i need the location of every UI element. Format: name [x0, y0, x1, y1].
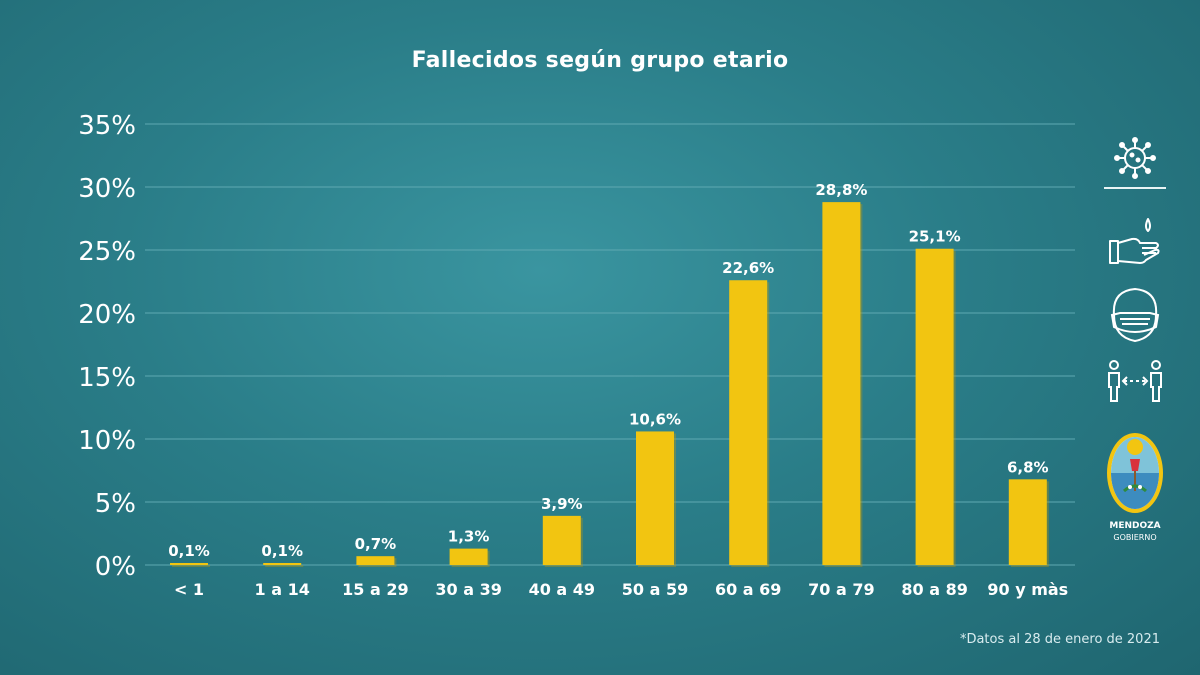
y-tick-label: 0%: [95, 552, 136, 582]
bar: [542, 515, 581, 565]
bar: [356, 556, 395, 565]
virus-icon: [1114, 137, 1156, 179]
face-mask-icon: [1110, 287, 1160, 343]
sidebar-divider: [1104, 187, 1166, 189]
y-tick-label: 5%: [95, 489, 136, 519]
y-tick-label: 35%: [78, 111, 136, 141]
x-tick-label: 1 a 14: [255, 580, 310, 599]
footnote: *Datos al 28 de enero de 2021: [959, 632, 1160, 647]
y-tick-label: 30%: [78, 174, 136, 204]
bar: [915, 248, 954, 566]
bar-value-label: 0,7%: [355, 535, 397, 553]
bar-value-label: 10,6%: [629, 410, 681, 428]
bar: [822, 202, 861, 565]
bar: [263, 563, 302, 565]
x-tick-label: 70 a 79: [808, 580, 874, 599]
x-tick-label: 60 a 69: [715, 580, 781, 599]
x-tick-label: 15 a 29: [342, 580, 408, 599]
x-tick-label: 80 a 89: [901, 580, 967, 599]
social-distance-icon: [1108, 360, 1162, 402]
x-tick-label: 90 y màs: [987, 580, 1068, 599]
y-tick-label: 15%: [78, 363, 136, 393]
bar: [1008, 479, 1047, 565]
y-tick-label: 20%: [78, 300, 136, 330]
bar-value-label: 25,1%: [909, 228, 961, 246]
bar-value-label: 22,6%: [722, 259, 774, 277]
bar: [729, 280, 768, 565]
bar-shadow: [265, 565, 304, 567]
mendoza-shield-icon: [1107, 433, 1163, 513]
x-tick-label: 30 a 39: [435, 580, 501, 599]
y-tick-label: 10%: [78, 426, 136, 456]
bar: [170, 563, 208, 565]
bar-value-label: 1,3%: [448, 528, 490, 546]
x-tick-label: 40 a 49: [529, 580, 595, 599]
logo-text-gobierno: GOBIERNO: [1113, 533, 1157, 542]
y-tick-label: 25%: [78, 237, 136, 267]
x-tick-label: < 1: [174, 580, 204, 599]
bar-value-label: 0,1%: [261, 542, 303, 560]
bar-value-label: 3,9%: [541, 495, 583, 513]
logo-text-mendoza: MENDOZA: [1109, 521, 1161, 531]
bar-value-label: 6,8%: [1007, 458, 1049, 476]
bar-value-label: 0,1%: [168, 542, 210, 560]
bar: [449, 548, 488, 565]
bar-value-label: 28,8%: [815, 181, 867, 199]
bar: [636, 431, 674, 565]
bar-shadow: [172, 565, 210, 567]
hand-washing-icon: [1109, 218, 1160, 264]
x-tick-label: 50 a 59: [622, 580, 688, 599]
chart-title: Fallecidos según grupo etario: [411, 48, 789, 73]
